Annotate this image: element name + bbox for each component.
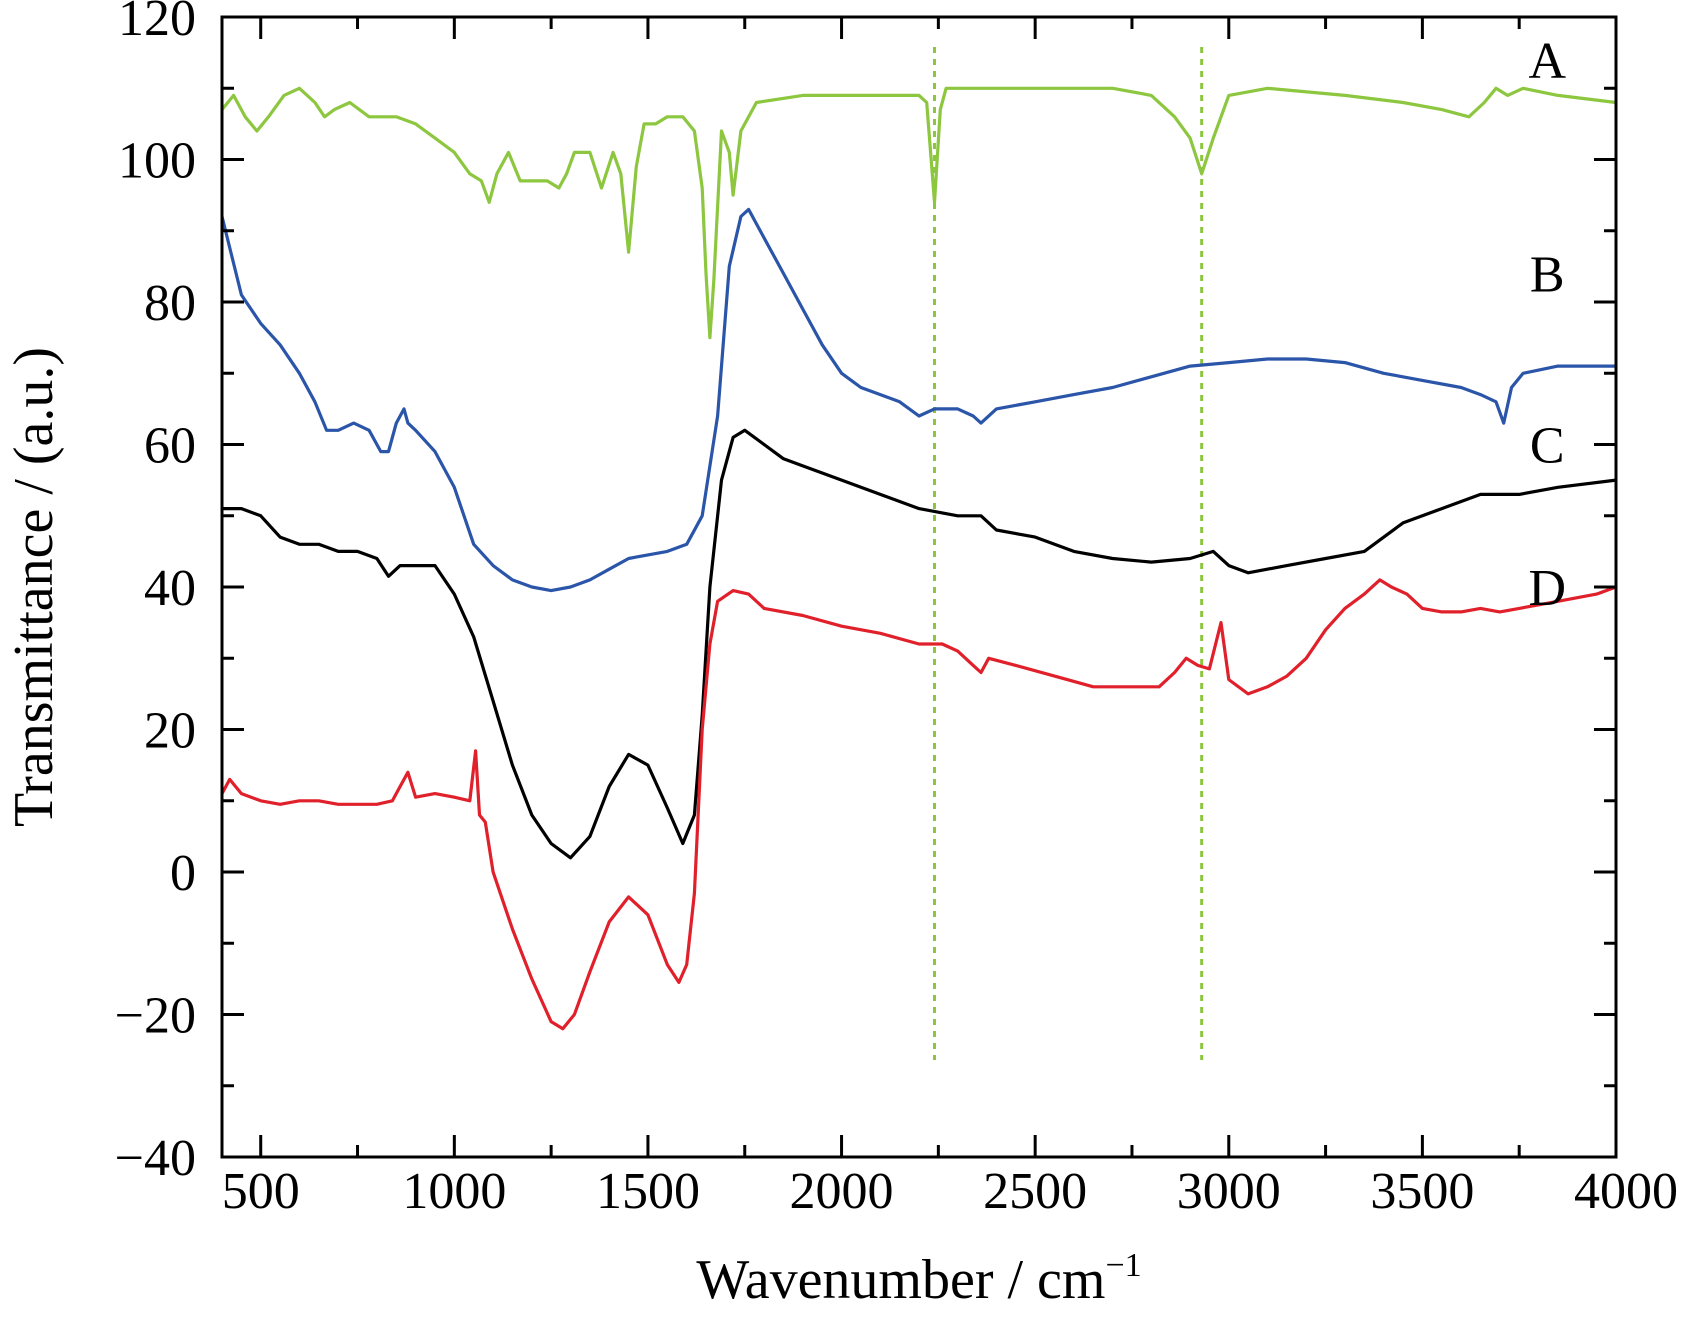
reference-lines [932,47,1204,1060]
y-tick-label: 80 [144,275,196,332]
x-tick-label: 3500 [1370,1163,1474,1220]
y-tick-label: −20 [115,988,196,1045]
x-axis-title: Wavenumber / cm−1 [696,1247,1141,1311]
x-tick-label: 2000 [790,1163,894,1220]
curve-label-C: C [1530,418,1565,475]
x-tick-label: 500 [222,1163,300,1220]
y-tick-label: 20 [144,703,196,760]
y-tick-label: 120 [118,0,196,47]
series-lines [220,86,1617,1031]
axis-ticks [222,15,1618,1159]
x-tick-label: 2500 [983,1163,1087,1220]
x-tick-label: 3000 [1177,1163,1281,1220]
x-tick-label: 4000 [1574,1163,1678,1220]
y-axis-title: Transmittance / (a.u.) [3,347,65,827]
x-tick-label: 1000 [402,1163,506,1220]
y-tick-label: 100 [118,133,196,190]
y-tick-label: 60 [144,418,196,475]
series-line-A [220,86,1617,340]
y-tick-label: 0 [170,845,196,902]
curve-label-B: B [1530,247,1565,304]
axis-tick-labels: 500 1000 1500 2000 2500 3000 3500 4000 −40 −20 0 20… [115,0,1678,1220]
plot-frame [220,15,1618,1159]
series-line-C [222,428,1617,860]
x-axis-title-superscript: −1 [1105,1247,1141,1284]
curve-label-A: A [1528,33,1566,90]
x-tick-label: 1500 [596,1163,700,1220]
series-line-B [220,207,1616,593]
curve-label-D: D [1528,560,1566,617]
series-line-D [220,578,1617,1031]
x-axis-title-text: Wavenumber / cm [696,1249,1105,1311]
curve-labels: A B C D [1528,33,1566,617]
y-tick-label: 40 [144,560,196,617]
y-tick-label: −40 [115,1130,196,1187]
